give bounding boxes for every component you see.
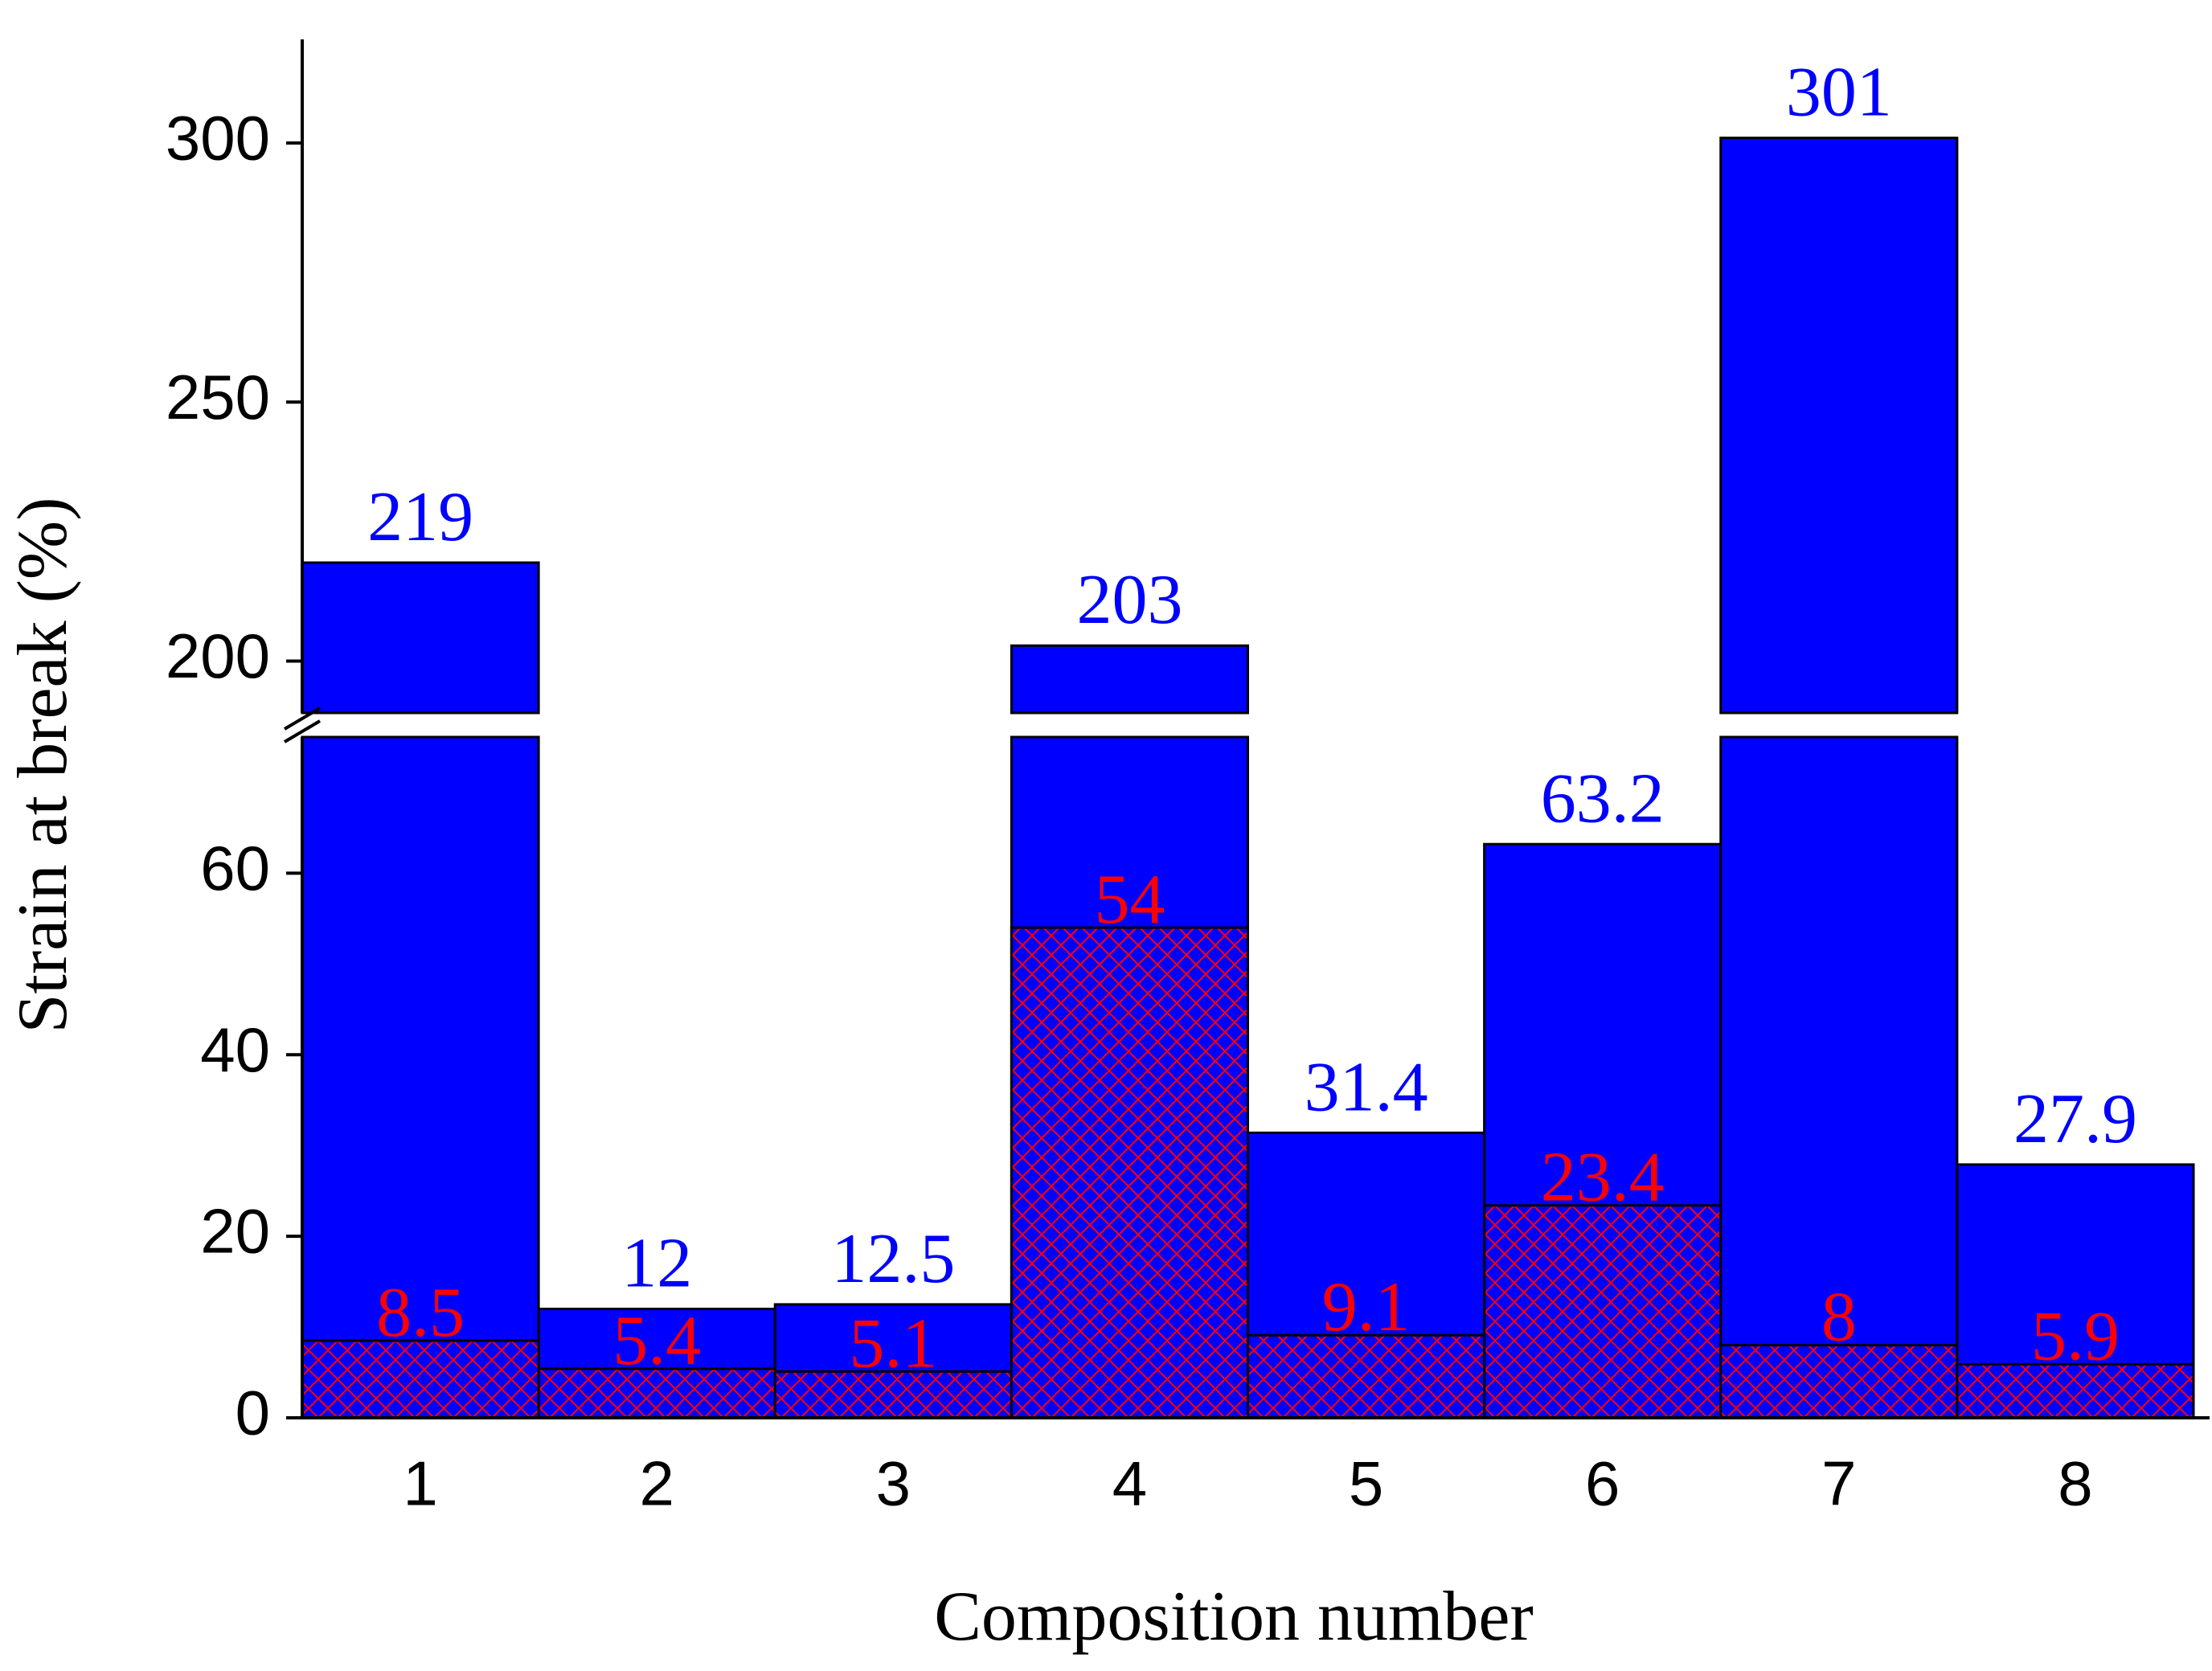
y-tick-label: 40 (200, 1014, 270, 1085)
bar (301, 1339, 540, 1419)
value-label: 9.1 (1322, 1268, 1411, 1346)
value-label: 23.4 (1541, 1139, 1665, 1217)
y-axis-title: Strain at break (%) (4, 497, 82, 1033)
x-tick-label: 6 (1585, 1448, 1620, 1519)
y-tick-label: 20 (200, 1196, 270, 1267)
x-axis-title: Composition number (934, 1578, 1534, 1656)
bar (1719, 136, 1959, 1419)
value-label: 63.2 (1541, 760, 1665, 838)
value-label: 31.4 (1305, 1048, 1428, 1126)
bar (1483, 1204, 1722, 1419)
x-tick-label: 2 (639, 1448, 674, 1519)
value-label: 203 (1076, 561, 1182, 639)
value-label: 5.4 (612, 1302, 701, 1380)
value-label: 301 (1786, 53, 1892, 131)
value-label: 5.9 (2031, 1297, 2120, 1375)
value-label: 5.1 (849, 1304, 937, 1382)
x-tick-label: 8 (2058, 1448, 2092, 1519)
x-tick-label: 7 (1821, 1448, 1856, 1519)
y-tick-label: 300 (166, 103, 270, 174)
axis-break (283, 706, 322, 743)
bar (1010, 926, 1249, 1419)
value-label: 219 (367, 478, 473, 556)
y-tick-label: 250 (166, 362, 270, 432)
value-label: 54 (1094, 861, 1165, 939)
value-label: 8.5 (376, 1274, 465, 1352)
x-tick-label: 3 (876, 1448, 911, 1519)
value-label: 12 (621, 1224, 692, 1302)
value-label: 8 (1821, 1279, 1857, 1357)
x-tick-label: 1 (403, 1448, 437, 1519)
y-tick-label: 200 (166, 620, 270, 691)
bar (1247, 1333, 1486, 1419)
y-tick-label: 60 (200, 833, 270, 903)
x-tick-label: 5 (1349, 1448, 1383, 1519)
value-label: 12.5 (831, 1220, 955, 1298)
value-label: 27.9 (2013, 1080, 2137, 1158)
y-tick-label: 0 (236, 1378, 270, 1448)
x-tick-label: 4 (1112, 1448, 1147, 1519)
